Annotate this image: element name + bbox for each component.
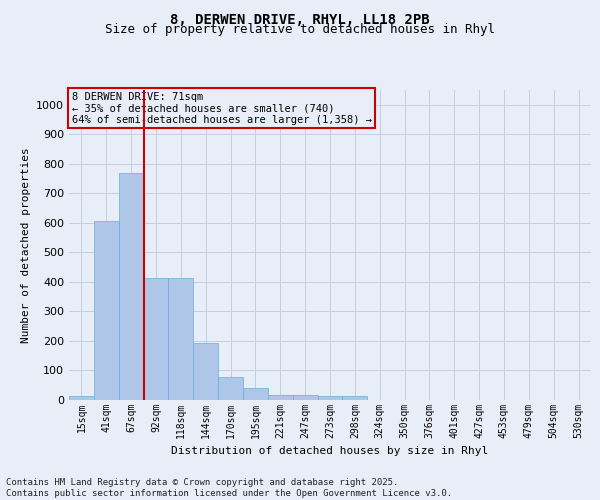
Bar (268, 394, 293, 400)
Bar (143, 278, 169, 400)
Bar (193, 344, 218, 400)
Text: 8 DERWEN DRIVE: 71sqm
← 35% of detached houses are smaller (740)
64% of semi-det: 8 DERWEN DRIVE: 71sqm ← 35% of detached … (71, 92, 371, 124)
Bar (218, 378, 243, 400)
Bar (169, 278, 193, 400)
Y-axis label: Number of detached properties: Number of detached properties (20, 147, 31, 343)
Bar (69, 396, 94, 400)
Bar (317, 396, 343, 400)
Text: Contains HM Land Registry data © Crown copyright and database right 2025.
Contai: Contains HM Land Registry data © Crown c… (6, 478, 452, 498)
X-axis label: Distribution of detached houses by size in Rhyl: Distribution of detached houses by size … (172, 446, 488, 456)
Bar (94, 222, 119, 400)
Bar (243, 388, 268, 400)
Text: Size of property relative to detached houses in Rhyl: Size of property relative to detached ho… (105, 22, 495, 36)
Text: 8, DERWEN DRIVE, RHYL, LL18 2PB: 8, DERWEN DRIVE, RHYL, LL18 2PB (170, 12, 430, 26)
Bar (293, 394, 317, 400)
Bar (343, 396, 367, 400)
Bar (119, 172, 143, 400)
